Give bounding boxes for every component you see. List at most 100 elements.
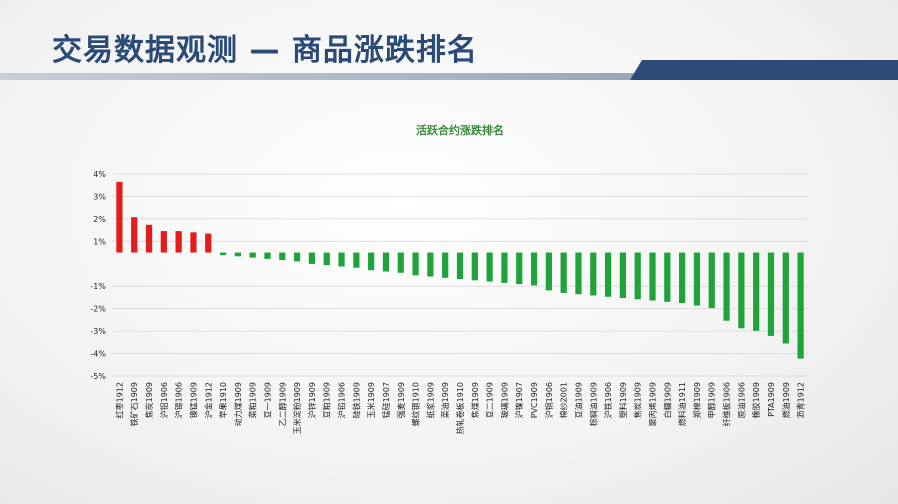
- bar-燃料油1911: [679, 252, 686, 304]
- x-tick-label: 塑料1909: [618, 382, 628, 418]
- y-tick-label: -4%: [90, 350, 106, 359]
- bar-菜油1909: [442, 252, 449, 278]
- title-underline: [0, 73, 640, 80]
- x-tick-label: 沪铁1906: [603, 382, 613, 418]
- x-tick-label: 燃料油1911: [677, 382, 687, 426]
- x-tick-label: 郑棉1909: [692, 382, 702, 418]
- bar-玻璃1909: [501, 252, 508, 283]
- title-accent-bar: [630, 60, 898, 80]
- bar-沪金1912: [205, 233, 212, 253]
- x-tick-label: 焦炭1909: [633, 382, 643, 418]
- chart-title: 活跃合约涨跌排名: [416, 123, 504, 137]
- bar-镍锰1909: [190, 232, 197, 253]
- bar-甲醇1909: [708, 252, 715, 309]
- y-tick-label: -1%: [90, 282, 106, 291]
- x-tick-label: 棕榈油1909: [588, 382, 598, 426]
- bar-苹果1910: [219, 252, 227, 256]
- bar-热轧卷板1910: [456, 252, 464, 280]
- bar-焦炭1909: [145, 224, 153, 253]
- bar-豆一1909: [264, 252, 271, 259]
- y-tick-label: 4%: [93, 170, 106, 179]
- bar-铁矿石1909: [131, 217, 138, 253]
- x-tick-label: PVC1909: [530, 382, 539, 418]
- bar-PVC1909: [530, 252, 538, 286]
- bar-棉纱2001: [560, 252, 567, 293]
- bar-强麦1909: [397, 252, 404, 273]
- bar-焦炭1909: [634, 252, 641, 300]
- x-tick-label: 焦煤1909: [470, 382, 480, 418]
- x-tick-label: 沪金1912: [203, 382, 213, 418]
- x-tick-label: 沪锡1906: [174, 382, 184, 418]
- x-tick-label: 燃油1909: [781, 382, 791, 418]
- bar-沪铜1906: [545, 252, 552, 291]
- bar-硅铁1909: [353, 252, 360, 268]
- bar-乙二醇1909: [279, 252, 286, 261]
- bar-沪锌1909: [308, 252, 316, 264]
- x-tick-label: 沥青1912: [796, 382, 806, 418]
- x-tick-label: 橡胶1909: [751, 382, 761, 418]
- bar-豆二1909: [486, 252, 493, 282]
- x-tick-label: 沪铝1906: [159, 382, 169, 418]
- x-tick-label: 螺纹钢1910: [411, 382, 421, 426]
- bar-菜粕1909: [249, 252, 256, 258]
- x-tick-label: 豆油1909: [573, 382, 583, 418]
- bar-红枣1912: [116, 181, 123, 253]
- x-tick-label: 纤维板1906: [722, 382, 732, 426]
- y-tick-label: 2%: [93, 215, 106, 224]
- bar-聚丙烯1909: [649, 252, 656, 301]
- x-tick-label: 铁矿石1909: [129, 382, 139, 426]
- x-tick-label: 热轧卷板1910: [455, 382, 465, 434]
- x-tick-label: 菜油1909: [440, 382, 450, 418]
- bar-PTA1909: [767, 252, 775, 336]
- bar-螺纹钢1910: [412, 252, 419, 276]
- x-tick-label: 原油1906: [736, 382, 746, 418]
- bar-沪铁1906: [604, 252, 612, 297]
- x-tick-label: 豆二1909: [486, 382, 495, 418]
- y-tick-label: 1%: [93, 237, 106, 246]
- bar-沪锡1906: [175, 231, 182, 253]
- bar-塑料1909: [619, 252, 627, 299]
- x-tick-label: 锰硅1907: [381, 382, 391, 418]
- x-tick-label: 强麦1909: [396, 382, 406, 418]
- bar-沥青1912: [797, 252, 804, 359]
- bar-燃油1909: [782, 252, 789, 344]
- bar-沪铅1906: [338, 252, 345, 267]
- x-tick-label: 沪铅1906: [337, 382, 347, 418]
- x-tick-label: 豆粕1909: [322, 382, 332, 418]
- bar-焦煤1909: [471, 252, 478, 281]
- x-tick-label: 乙二醇1909: [277, 382, 287, 426]
- bar-纤维板1906: [723, 252, 730, 321]
- x-tick-label: 菜粕1909: [248, 382, 258, 418]
- slide-title: 交易数据观测 — 商品涨跌排名: [52, 33, 478, 68]
- y-tick-label: 3%: [93, 192, 106, 201]
- x-tick-label: 沪锌1909: [307, 382, 317, 418]
- x-tick-label: 苹果1910: [218, 382, 228, 418]
- bar-白糖1909: [664, 252, 671, 302]
- x-tick-label: 焦炭1909: [144, 382, 154, 418]
- x-tick-label: 硅铁1909: [351, 382, 361, 418]
- y-tick-label: -5%: [90, 372, 106, 381]
- x-tick-label: 沪铜1906: [544, 382, 554, 418]
- bar-原油1906: [738, 252, 745, 329]
- bar-玉米1909: [368, 252, 375, 271]
- x-tick-label: 纸浆1909: [425, 382, 435, 418]
- bar-棕榈油1909: [590, 252, 597, 296]
- x-tick-label: 甲醇1909: [707, 382, 717, 418]
- x-tick-label: PTA1909: [767, 382, 776, 417]
- x-tick-label: 豆一1909: [263, 382, 272, 418]
- x-tick-label: 玉米淀粉1909: [292, 382, 302, 434]
- bar-动力煤1909: [234, 252, 241, 257]
- x-tick-label: 玉米1909: [366, 382, 376, 418]
- x-tick-label: 红枣1912: [114, 382, 124, 418]
- bar-玉米淀粉1909: [293, 252, 301, 262]
- x-tick-label: 镍锰1909: [188, 382, 198, 418]
- bar-沪镍1907: [516, 252, 523, 285]
- y-tick-label: -3%: [90, 327, 106, 336]
- bar-锰硅1907: [382, 252, 390, 272]
- x-tick-label: 动力煤1909: [233, 382, 243, 426]
- x-tick-label: 白糖1909: [662, 382, 672, 418]
- bar-豆油1909: [575, 252, 582, 295]
- x-tick-label: 棉纱2001: [559, 382, 569, 418]
- x-tick-label: 沪镍1907: [514, 382, 524, 418]
